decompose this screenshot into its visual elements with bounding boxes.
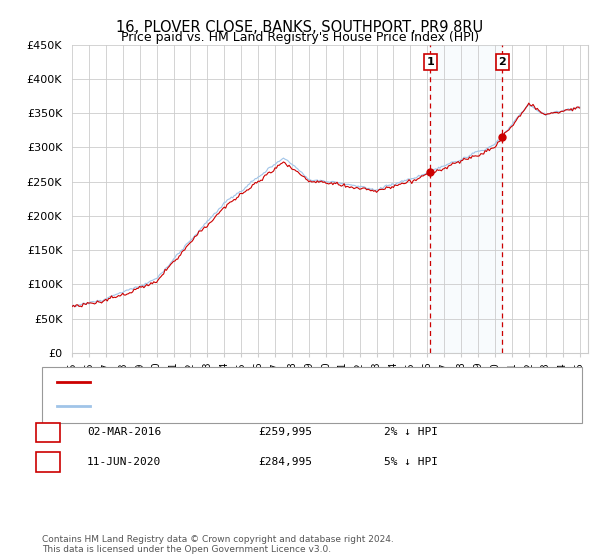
Text: 02-MAR-2016: 02-MAR-2016 — [87, 427, 161, 437]
Text: 2: 2 — [44, 457, 52, 467]
Text: £259,995: £259,995 — [258, 427, 312, 437]
Text: 2: 2 — [499, 57, 506, 67]
Text: Price paid vs. HM Land Registry's House Price Index (HPI): Price paid vs. HM Land Registry's House … — [121, 31, 479, 44]
Text: HPI: Average price, detached house, West Lancashire: HPI: Average price, detached house, West… — [99, 401, 397, 411]
Text: 16, PLOVER CLOSE, BANKS, SOUTHPORT, PR9 8RU (detached house): 16, PLOVER CLOSE, BANKS, SOUTHPORT, PR9 … — [99, 377, 481, 388]
Text: 2% ↓ HPI: 2% ↓ HPI — [384, 427, 438, 437]
Text: 1: 1 — [44, 427, 52, 437]
Text: £284,995: £284,995 — [258, 457, 312, 467]
Bar — [430, 45, 502, 353]
Text: 16, PLOVER CLOSE, BANKS, SOUTHPORT, PR9 8RU: 16, PLOVER CLOSE, BANKS, SOUTHPORT, PR9 … — [116, 20, 484, 35]
Text: 1: 1 — [426, 57, 434, 67]
Text: 11-JUN-2020: 11-JUN-2020 — [87, 457, 161, 467]
Text: Contains HM Land Registry data © Crown copyright and database right 2024.
This d: Contains HM Land Registry data © Crown c… — [42, 535, 394, 554]
Text: 5% ↓ HPI: 5% ↓ HPI — [384, 457, 438, 467]
